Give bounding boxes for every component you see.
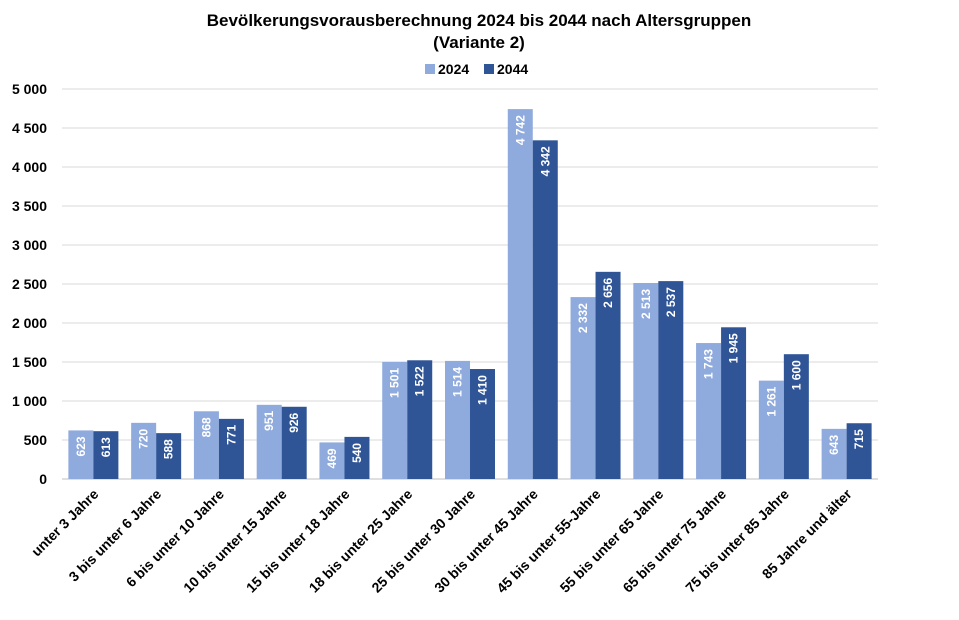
y-tick-label: 4 500 bbox=[12, 120, 47, 136]
bar-2024-1 bbox=[131, 422, 157, 479]
data-label-2024-10: 1 743 bbox=[702, 349, 716, 379]
bar-2024-11 bbox=[758, 380, 784, 479]
x-tick-label: 15 bis unter 18 Jahre bbox=[243, 486, 353, 596]
y-tick-label: 500 bbox=[24, 432, 48, 448]
bar-2024-7 bbox=[507, 109, 533, 480]
y-tick-label: 1 000 bbox=[12, 393, 47, 409]
legend-swatch-2044 bbox=[484, 64, 494, 74]
data-label-2024-9: 2 513 bbox=[639, 289, 653, 319]
legend: 2024 2044 bbox=[425, 61, 528, 77]
x-tick-label: 10 bis unter 15 Jahre bbox=[180, 486, 290, 596]
bar-2024-9 bbox=[633, 282, 659, 479]
data-label-2024-12: 643 bbox=[827, 435, 841, 455]
y-tick-label: 2 000 bbox=[12, 315, 47, 331]
data-label-2024-5: 1 501 bbox=[388, 368, 402, 398]
legend-label-2044: 2044 bbox=[497, 61, 528, 77]
data-label-2044-8: 2 656 bbox=[601, 278, 615, 308]
bar-2024-5 bbox=[382, 361, 408, 479]
data-label-2044-0: 613 bbox=[99, 437, 113, 457]
data-label-2024-7: 4 742 bbox=[513, 115, 527, 145]
data-label-2044-10: 1 945 bbox=[727, 333, 741, 363]
bar-2024-12 bbox=[821, 428, 847, 479]
data-label-2024-0: 623 bbox=[74, 436, 88, 456]
bar-2044-6 bbox=[470, 369, 495, 479]
bar-2024-2 bbox=[193, 411, 219, 479]
bar-2044-11 bbox=[783, 354, 809, 479]
data-label-2044-12: 715 bbox=[852, 429, 866, 449]
bar-2044-2 bbox=[218, 418, 244, 479]
bar-2024-6 bbox=[445, 360, 470, 479]
bar-2044-7 bbox=[532, 140, 558, 479]
data-label-2024-4: 469 bbox=[325, 448, 339, 468]
data-label-2044-9: 2 537 bbox=[664, 287, 678, 317]
x-tick-label: 18 bis unter 25 Jahre bbox=[306, 486, 416, 596]
bar-2044-9 bbox=[658, 281, 684, 479]
data-label-2044-7: 4 342 bbox=[538, 146, 552, 176]
x-tick-label: 45 bis unter 55-Jahre bbox=[493, 486, 604, 597]
legend-swatch-2024 bbox=[425, 64, 435, 74]
data-label-2024-8: 2 332 bbox=[576, 303, 590, 333]
bar-2044-3 bbox=[281, 406, 307, 479]
bar-2044-12 bbox=[846, 423, 872, 479]
data-label-2024-11: 1 261 bbox=[764, 386, 778, 416]
data-label-2024-6: 1 514 bbox=[451, 367, 465, 397]
data-label-2024-2: 868 bbox=[199, 417, 213, 437]
bar-2044-0 bbox=[93, 431, 119, 479]
y-tick-label: 0 bbox=[39, 471, 47, 487]
bar-2024-3 bbox=[256, 404, 282, 479]
y-tick-label: 4 000 bbox=[12, 159, 47, 175]
data-label-2044-5: 1 522 bbox=[413, 366, 427, 396]
y-tick-label: 2 500 bbox=[12, 276, 47, 292]
data-label-2044-3: 926 bbox=[287, 412, 301, 432]
bar-2024-4 bbox=[319, 442, 345, 479]
x-tick-label: 55 bis unter 65 Jahre bbox=[557, 486, 667, 596]
legend-label-2024: 2024 bbox=[438, 61, 469, 77]
y-tick-label: 3 500 bbox=[12, 198, 47, 214]
bar-2024-0 bbox=[68, 430, 94, 479]
bar-2044-1 bbox=[156, 433, 182, 479]
chart-subtitle: (Variante 2) bbox=[433, 33, 525, 52]
data-label-2044-4: 540 bbox=[350, 443, 364, 463]
bar-2024-10 bbox=[696, 343, 722, 479]
bar-2044-5 bbox=[407, 360, 433, 479]
y-tick-label: 1 500 bbox=[12, 354, 47, 370]
data-label-2044-2: 771 bbox=[224, 425, 238, 445]
y-tick-label: 5 000 bbox=[12, 81, 47, 97]
y-axis: 0 500 1 000 1 500 2 000 2 500 3 000 3 500 4 000 4… bbox=[12, 81, 47, 487]
bars: 623 613 720 588 868 771 951 926 469 540 1 501 1 522… bbox=[68, 109, 872, 480]
x-tick-label: 30 bis unter 45 Jahre bbox=[431, 486, 541, 596]
bar-2044-8 bbox=[595, 271, 621, 479]
chart-title: Bevölkerungsvorausberechnung 2024 bis 20… bbox=[207, 11, 752, 30]
x-tick-label: 25 bis unter 30 Jahre bbox=[368, 486, 478, 596]
data-label-2044-1: 588 bbox=[162, 439, 176, 459]
data-label-2024-1: 720 bbox=[137, 429, 151, 449]
data-label-2044-11: 1 600 bbox=[789, 360, 803, 390]
data-label-2024-3: 951 bbox=[262, 411, 276, 431]
data-label-2044-6: 1 410 bbox=[476, 375, 490, 405]
x-tick-label: 75 bis unter 85 Jahre bbox=[682, 486, 792, 596]
y-tick-label: 3 000 bbox=[12, 237, 47, 253]
bar-2044-4 bbox=[344, 436, 370, 479]
x-tick-label: 65 bis unter 75 Jahre bbox=[619, 486, 729, 596]
bar-2024-8 bbox=[570, 297, 596, 479]
bar-2044-10 bbox=[721, 327, 747, 479]
